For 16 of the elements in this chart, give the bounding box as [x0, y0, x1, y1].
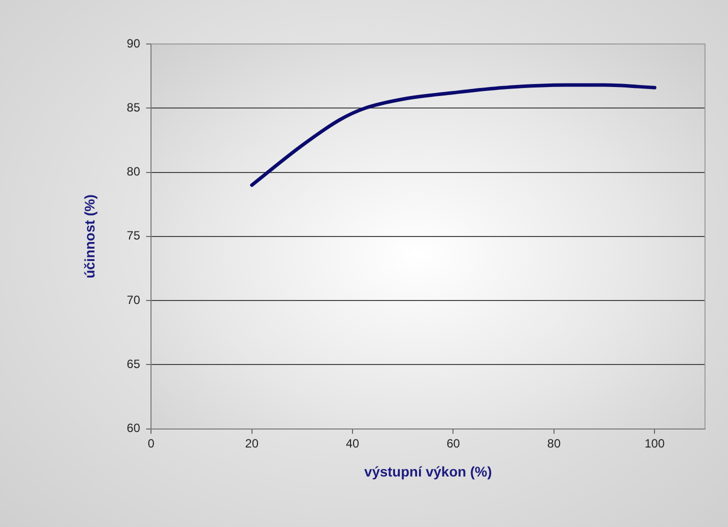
y-tick-label: 75 [126, 228, 140, 243]
line-series [250, 83, 656, 187]
x-tick-label: 0 [148, 436, 155, 450]
y-tick-label: 70 [126, 292, 140, 307]
y-tick-label: 60 [126, 421, 140, 436]
y-axis-title: účinnost (%) [81, 194, 98, 278]
y-tick-label: 85 [126, 100, 140, 114]
x-tick-label: 40 [346, 436, 360, 450]
x-tick-label: 80 [547, 436, 561, 450]
y-tick-label: 90 [126, 36, 140, 50]
x-tick-label: 60 [446, 436, 460, 450]
y-tick-label: 65 [126, 356, 140, 371]
x-tick-label: 100 [644, 436, 665, 450]
x-axis-title: výstupní výkon (%) [364, 463, 492, 480]
y-tick-label: 80 [126, 164, 140, 179]
x-tick-label: 20 [245, 436, 259, 450]
